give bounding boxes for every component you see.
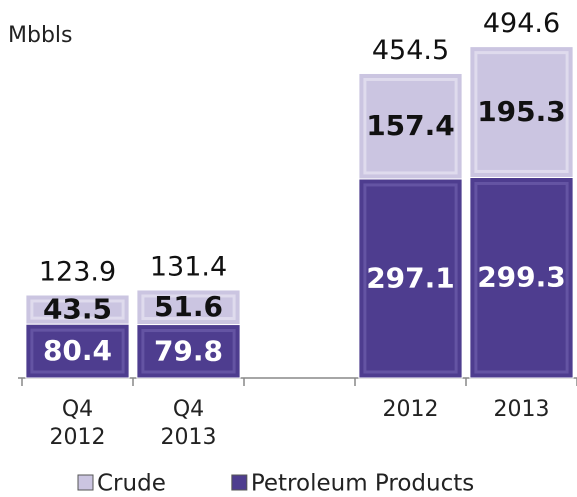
value-label: 79.8 xyxy=(154,334,223,367)
bar-bevel xyxy=(30,299,125,320)
x-tick-label: 2013 xyxy=(493,397,550,422)
bar-bevel xyxy=(141,294,236,321)
bar-bevel xyxy=(474,51,569,173)
x-tick-label: 2012 xyxy=(382,397,439,422)
value-label: 80.4 xyxy=(43,334,112,367)
bar-bevel xyxy=(30,328,125,374)
legend-swatch xyxy=(231,474,248,491)
legend-swatch xyxy=(77,474,94,491)
legend-label: Crude xyxy=(97,471,166,497)
value-label: 297.1 xyxy=(366,261,455,294)
bar-segment xyxy=(136,324,241,379)
bar-segment xyxy=(469,176,574,379)
bar-bevel xyxy=(363,77,458,175)
value-label: 299.3 xyxy=(477,261,566,294)
bar-bevel xyxy=(363,183,458,374)
bar-segment xyxy=(469,46,574,178)
legend-label: Petroleum Products xyxy=(251,471,474,497)
value-label: 195.3 xyxy=(477,95,566,128)
total-label: 123.9 xyxy=(39,256,116,287)
bar-segment xyxy=(358,178,463,379)
bar-segment xyxy=(358,72,463,180)
total-label: 131.4 xyxy=(150,251,227,282)
bar-bevel xyxy=(141,329,236,374)
x-tick-label: Q4 2013 xyxy=(160,397,217,450)
value-label: 51.6 xyxy=(154,290,223,323)
bar-segment xyxy=(25,323,130,379)
unit-label: Mbbls xyxy=(8,23,73,48)
value-label: 43.5 xyxy=(43,293,112,326)
total-label: 494.6 xyxy=(483,8,560,39)
x-tick-label: Q4 2012 xyxy=(49,397,106,450)
value-label: 157.4 xyxy=(366,109,455,142)
bar-bevel xyxy=(474,181,569,374)
total-label: 454.5 xyxy=(372,35,449,66)
